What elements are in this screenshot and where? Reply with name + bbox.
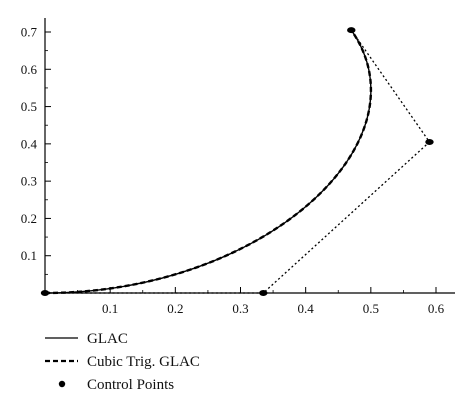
legend-label-glac: GLAC (87, 331, 128, 347)
plot-area (40, 27, 434, 296)
legend: GLAC Cubic Trig. GLAC Control Points (45, 331, 200, 393)
x-tick-label: 0.4 (298, 301, 315, 316)
x-tick-label: 0.1 (102, 301, 118, 316)
series-line-cubic-trig-glac (44, 29, 373, 295)
y-tick-label: 0.2 (21, 211, 37, 226)
legend-label-control-points: Control Points (87, 377, 174, 393)
y-tick-label: 0.1 (21, 248, 37, 263)
control-point (347, 27, 356, 34)
y-tick-label: 0.5 (21, 99, 37, 114)
y-tick-label: 0.4 (21, 136, 38, 151)
x-tick-label: 0.2 (167, 301, 183, 316)
legend-label-cubic-trig-glac: Cubic Trig. GLAC (87, 354, 200, 370)
axes: 0.1 0.2 0.3 0.4 0.5 0.6 0.1 0.2 0.3 0.4 0.5 0.6 0.7 (21, 18, 455, 316)
x-tick-label: 0.5 (363, 301, 379, 316)
x-tick-label: 0.3 (232, 301, 248, 316)
legend-swatch-control-points (58, 380, 66, 388)
control-point (259, 290, 268, 296)
control-point (40, 290, 50, 296)
series-line-glac (44, 29, 372, 294)
y-tick-label: 0.6 (21, 62, 38, 77)
x-tick-label: 0.6 (428, 301, 445, 316)
control-point (425, 138, 434, 145)
y-tick-label: 0.7 (21, 25, 38, 40)
y-tick-label: 0.3 (21, 174, 37, 189)
control-polygon (45, 29, 431, 294)
